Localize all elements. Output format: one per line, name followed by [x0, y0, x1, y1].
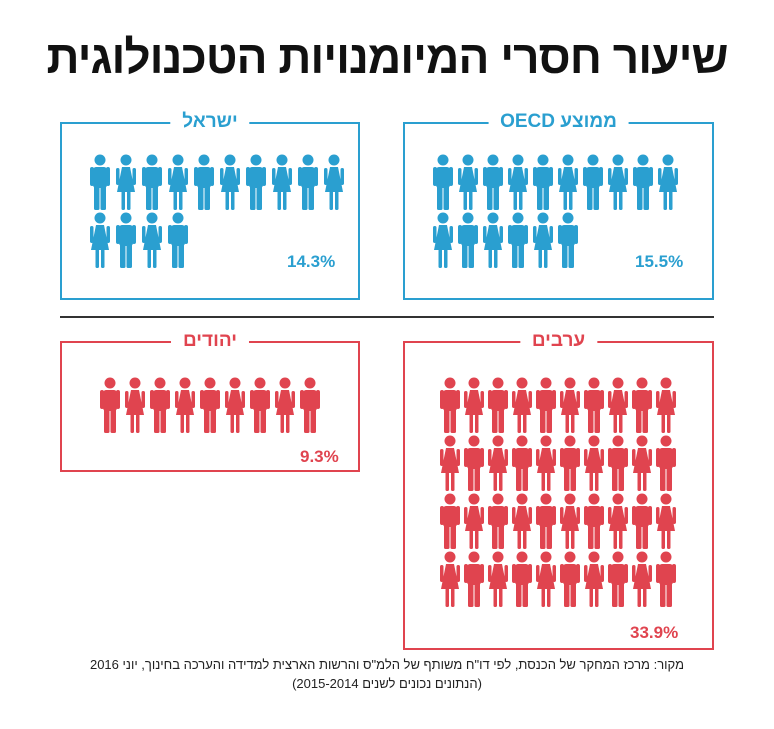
man-icon — [536, 493, 556, 549]
man-icon — [560, 551, 580, 607]
woman-icon — [488, 551, 508, 607]
woman-icon — [464, 493, 484, 549]
woman-icon — [90, 212, 110, 268]
woman-icon — [608, 154, 628, 210]
woman-icon — [656, 377, 676, 433]
woman-icon — [608, 377, 628, 433]
man-icon — [300, 377, 320, 433]
man-icon — [512, 435, 532, 491]
man-icon — [200, 377, 220, 433]
man-icon — [142, 154, 162, 210]
source-line-1: מקור: מרכז המחקר של הכנסת, לפי דו"ח משות… — [89, 657, 685, 672]
woman-icon — [324, 154, 344, 210]
section-divider — [60, 316, 714, 318]
man-icon — [464, 551, 484, 607]
man-icon — [150, 377, 170, 433]
woman-icon — [584, 551, 604, 607]
woman-icon — [512, 493, 532, 549]
man-icon — [608, 551, 628, 607]
panel-arabs: ערבים 33.9% — [403, 330, 714, 650]
man-icon — [90, 154, 110, 210]
woman-icon — [656, 493, 676, 549]
woman-icon — [584, 435, 604, 491]
man-icon — [250, 377, 270, 433]
percentage-israel: 14.3% — [287, 252, 336, 271]
woman-icon — [488, 435, 508, 491]
woman-icon — [608, 493, 628, 549]
woman-icon — [275, 377, 295, 433]
man-icon — [584, 377, 604, 433]
panel-israel: ישראל 14.3% — [60, 111, 360, 300]
woman-icon — [558, 154, 578, 210]
woman-icon — [125, 377, 145, 433]
panel-title-jews: יהודים — [170, 330, 250, 352]
man-icon — [560, 435, 580, 491]
man-icon — [633, 154, 653, 210]
woman-icon — [658, 154, 678, 210]
panel-jews: יהודים 9.3% — [60, 330, 360, 472]
percentage-oecd: 15.5% — [635, 252, 684, 271]
man-icon — [488, 377, 508, 433]
woman-icon — [512, 377, 532, 433]
man-icon — [656, 551, 676, 607]
man-icon — [512, 551, 532, 607]
woman-icon — [464, 377, 484, 433]
woman-icon — [116, 154, 136, 210]
source-line-2: (הנתונים נכונים לשנים 2015-2014) — [292, 676, 482, 691]
man-icon — [483, 154, 503, 210]
man-icon — [440, 493, 460, 549]
woman-icon — [440, 435, 460, 491]
percentage-arabs: 33.9% — [630, 623, 679, 642]
woman-icon — [220, 154, 240, 210]
man-icon — [458, 212, 478, 268]
man-icon — [583, 154, 603, 210]
source-note: מקור: מרכז המחקר של הכנסת, לפי דו"ח משות… — [0, 655, 774, 693]
man-icon — [433, 154, 453, 210]
woman-icon — [458, 154, 478, 210]
woman-icon — [508, 154, 528, 210]
man-icon — [536, 377, 556, 433]
man-icon — [488, 493, 508, 549]
woman-icon — [483, 212, 503, 268]
man-icon — [656, 435, 676, 491]
man-icon — [298, 154, 318, 210]
man-icon — [464, 435, 484, 491]
panel-title-oecd: ממוצע OECD — [488, 111, 629, 133]
man-icon — [632, 377, 652, 433]
panel-title-arabs: ערבים — [519, 330, 598, 352]
man-icon — [116, 212, 136, 268]
page-title: שיעור חסרי המיומנויות הטכנולוגית — [46, 31, 728, 83]
woman-icon — [536, 551, 556, 607]
woman-icon — [142, 212, 162, 268]
woman-icon — [536, 435, 556, 491]
panel-title-israel: ישראל — [170, 111, 250, 133]
man-icon — [632, 493, 652, 549]
man-icon — [608, 435, 628, 491]
man-icon — [100, 377, 120, 433]
man-icon — [168, 212, 188, 268]
woman-icon — [175, 377, 195, 433]
man-icon — [194, 154, 214, 210]
percentage-jews: 9.3% — [300, 447, 339, 466]
woman-icon — [272, 154, 292, 210]
man-icon — [533, 154, 553, 210]
woman-icon — [433, 212, 453, 268]
woman-icon — [560, 377, 580, 433]
panel-oecd: ממוצע OECD 15.5% — [403, 111, 714, 300]
woman-icon — [560, 493, 580, 549]
woman-icon — [168, 154, 188, 210]
man-icon — [508, 212, 528, 268]
woman-icon — [440, 551, 460, 607]
man-icon — [440, 377, 460, 433]
man-icon — [558, 212, 578, 268]
man-icon — [246, 154, 266, 210]
woman-icon — [632, 435, 652, 491]
man-icon — [584, 493, 604, 549]
woman-icon — [225, 377, 245, 433]
woman-icon — [533, 212, 553, 268]
woman-icon — [632, 551, 652, 607]
